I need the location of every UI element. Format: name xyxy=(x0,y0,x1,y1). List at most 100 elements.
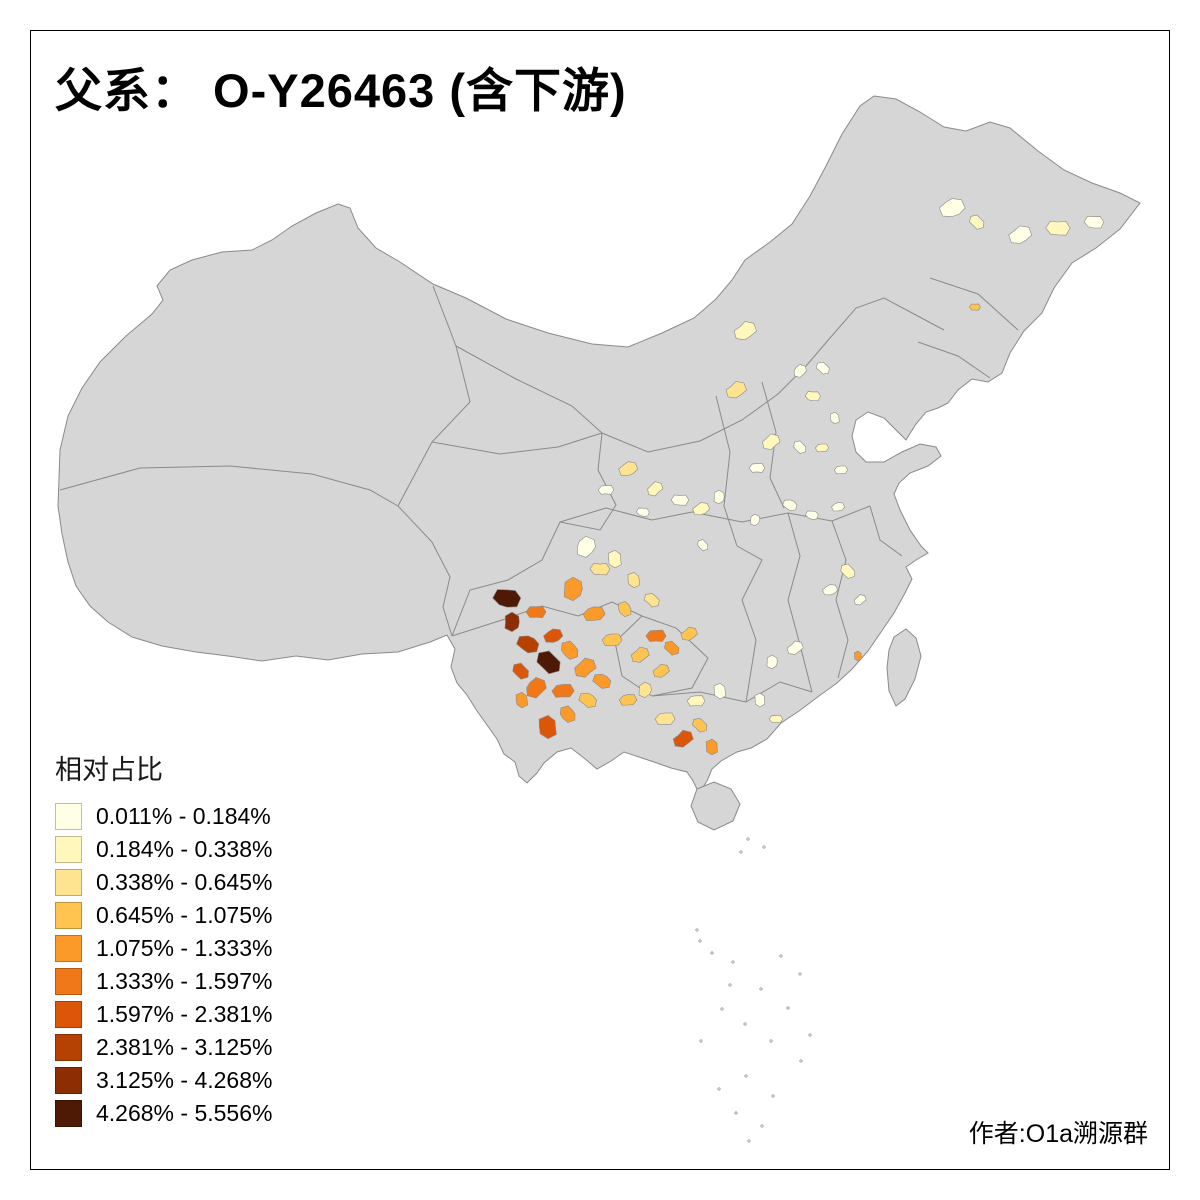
islet-dot xyxy=(769,1039,773,1043)
province-borders xyxy=(59,277,1019,703)
prefecture-region xyxy=(805,510,819,520)
prefecture-region xyxy=(636,507,650,517)
legend-swatch xyxy=(55,836,82,863)
prefecture-region xyxy=(525,605,547,619)
prefecture-region xyxy=(969,303,981,311)
china-mainland xyxy=(57,95,1141,794)
legend-item-label: 2.381% - 3.125% xyxy=(96,1034,273,1060)
legend-item: 4.268% - 5.556% xyxy=(55,1100,272,1127)
prefecture-region xyxy=(538,715,557,740)
prefecture-region xyxy=(512,662,529,680)
prefecture-region xyxy=(516,635,540,654)
legend-item: 0.184% - 0.338% xyxy=(55,836,272,863)
islet-dot xyxy=(739,850,743,854)
islet-dot xyxy=(746,837,750,841)
prefecture-region xyxy=(793,363,807,378)
prefecture-region xyxy=(643,593,660,608)
prefecture-region xyxy=(705,738,718,756)
islet-dot xyxy=(771,1094,775,1098)
author-credit: 作者:O1a溯源群 xyxy=(968,1120,1148,1148)
prefecture-region xyxy=(762,433,781,451)
colored-prefectures xyxy=(492,198,1105,756)
islet-dot xyxy=(760,1124,764,1128)
legend-item-label: 1.597% - 2.381% xyxy=(96,1001,273,1027)
prefecture-region xyxy=(638,681,652,699)
islet-dot xyxy=(710,951,714,955)
prefecture-region xyxy=(647,481,664,497)
legend-item-label: 0.338% - 0.645% xyxy=(96,869,273,895)
prefecture-region xyxy=(670,494,690,506)
prefecture-region xyxy=(560,640,579,660)
islet-dot xyxy=(786,1006,790,1010)
islet-dot xyxy=(798,972,802,976)
prefecture-region xyxy=(582,606,606,621)
legend-items: 0.011% - 0.184% 0.184% - 0.338% 0.338% - 0… xyxy=(55,803,272,1127)
prefecture-region xyxy=(853,594,867,606)
islet-dot xyxy=(744,1074,748,1078)
prefecture-region xyxy=(786,640,804,655)
prefecture-region xyxy=(822,584,839,596)
prefecture-region xyxy=(833,465,849,475)
islet-dot xyxy=(698,939,702,943)
prefecture-region xyxy=(938,198,966,217)
prefecture-region xyxy=(725,381,747,399)
legend-item: 1.333% - 1.597% xyxy=(55,968,272,995)
prefecture-region xyxy=(854,650,862,662)
prefecture-region xyxy=(515,691,529,709)
prefecture-region xyxy=(630,646,650,663)
taiwan-island xyxy=(886,628,922,707)
islet-dot xyxy=(717,1087,721,1091)
legend-item-label: 0.011% - 0.184% xyxy=(96,803,271,829)
page-title: 父系： O-Y26463 (含下游) xyxy=(55,64,627,117)
prefecture-region xyxy=(815,361,830,375)
prefecture-region xyxy=(576,535,596,558)
prefecture-region xyxy=(831,502,846,512)
legend-swatch xyxy=(55,1100,82,1127)
prefecture-region xyxy=(563,576,583,602)
prefecture-region xyxy=(692,717,708,733)
hainan-island xyxy=(690,781,741,831)
prefecture-region xyxy=(1045,220,1071,236)
prefecture-region xyxy=(804,391,821,402)
legend-item: 0.338% - 0.645% xyxy=(55,869,272,896)
legend-swatch xyxy=(55,902,82,929)
legend-item-label: 0.645% - 1.075% xyxy=(96,902,273,928)
legend-item: 2.381% - 3.125% xyxy=(55,1034,272,1061)
legend-item-label: 1.333% - 1.597% xyxy=(96,968,273,994)
prefecture-region xyxy=(713,489,725,505)
prefecture-region xyxy=(664,640,680,656)
prefecture-region xyxy=(654,712,676,726)
prefecture-region xyxy=(618,461,639,477)
prefecture-region xyxy=(526,677,547,699)
prefecture-region xyxy=(1008,225,1033,244)
prefecture-region xyxy=(793,440,807,454)
islet-dot xyxy=(734,1111,738,1115)
prefecture-region xyxy=(627,571,641,589)
islet-dot xyxy=(731,960,735,964)
legend-item: 1.075% - 1.333% xyxy=(55,935,272,962)
islet-dot xyxy=(699,1039,703,1043)
prefecture-region xyxy=(597,485,615,495)
legend-swatch xyxy=(55,803,82,830)
islet-dot xyxy=(695,928,699,932)
prefecture-region xyxy=(686,695,706,707)
islet-dot xyxy=(728,983,732,987)
prefecture-region xyxy=(748,463,766,473)
legend-item-label: 1.075% - 1.333% xyxy=(96,935,273,961)
prefecture-region xyxy=(645,629,667,642)
prefecture-region xyxy=(492,589,522,608)
prefecture-region xyxy=(543,628,564,643)
islet-dot xyxy=(808,1033,812,1037)
prefecture-region xyxy=(782,499,798,511)
legend-item: 0.011% - 0.184% xyxy=(55,803,272,830)
legend-swatch xyxy=(55,1034,82,1061)
legend-swatch xyxy=(55,1001,82,1028)
legend-item: 0.645% - 1.075% xyxy=(55,902,272,929)
prefecture-region xyxy=(652,663,670,678)
prefecture-region xyxy=(551,684,575,698)
islet-dot xyxy=(747,1139,751,1143)
islet-dot xyxy=(799,1059,803,1063)
legend-title: 相对占比 xyxy=(55,755,163,785)
prefecture-region xyxy=(830,411,840,425)
